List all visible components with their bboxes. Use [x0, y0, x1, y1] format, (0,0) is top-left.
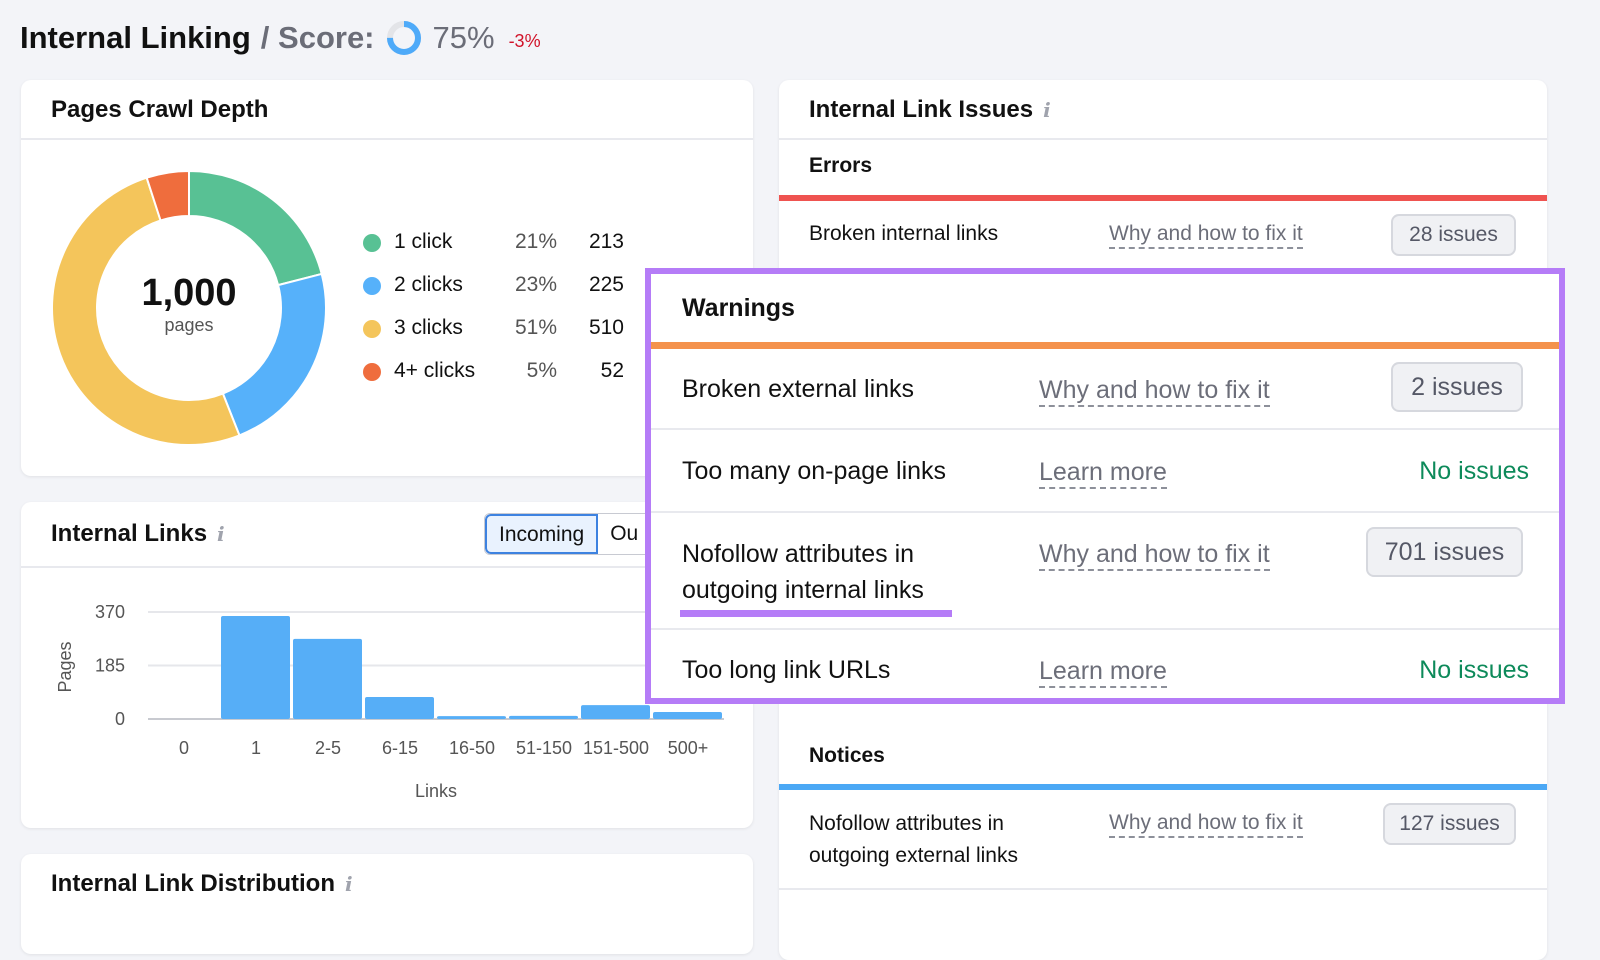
info-icon[interactable]: i: [1043, 98, 1051, 122]
legend-count: 225: [588, 273, 624, 296]
issue-count-badge[interactable]: 28 issues: [1391, 214, 1516, 256]
warnings-heading: Warnings: [682, 294, 795, 322]
crawl-depth-card: Pages Crawl Depth 1,000 pages 1 click 21…: [21, 80, 753, 476]
crawl-depth-donut: [51, 170, 327, 446]
legend-label: 3 clicks: [394, 316, 463, 339]
x-tick-label: 500+: [668, 738, 709, 758]
issue-label: Too long link URLs: [682, 656, 891, 684]
legend-dot-icon: [363, 320, 381, 338]
issue-label: Too many on-page links: [682, 457, 947, 485]
fix-link[interactable]: Why and how to fix it: [1109, 810, 1303, 838]
internal-links-card: Internal Links i Incoming Ou 0 185 370 0 1 2-5…: [21, 502, 753, 828]
x-tick-label: 1: [251, 738, 261, 758]
info-icon[interactable]: i: [345, 872, 353, 896]
fix-link[interactable]: Why and how to fix it: [1109, 221, 1303, 249]
bar-6-15[interactable]: [365, 697, 434, 719]
bar-1[interactable]: [221, 616, 290, 719]
page-header: Internal Linking / Score: 75% -3%: [20, 18, 541, 58]
fix-link[interactable]: Why and how to fix it: [1039, 539, 1270, 571]
bar-16-50[interactable]: [437, 716, 506, 719]
legend-label: 2 clicks: [394, 273, 463, 296]
donut-total-label: pages: [164, 315, 214, 335]
donut-total: 1,000: [141, 272, 237, 314]
card-title: Internal Link Issues: [809, 96, 1034, 123]
card-title: Internal Links: [51, 520, 208, 547]
distribution-card: Internal Link Distribution i: [21, 854, 753, 954]
score-ring-icon: [386, 21, 421, 55]
x-tick-label: 2-5: [315, 738, 341, 758]
learn-more-link[interactable]: Learn more: [1039, 457, 1167, 489]
legend-label: 1 click: [394, 230, 453, 253]
legend-percent: 5%: [526, 359, 557, 382]
legend-percent: 51%: [514, 316, 557, 339]
errors-bar: [779, 195, 1547, 201]
issue-count-badge[interactable]: 127 issues: [1383, 803, 1516, 845]
legend-count: 52: [600, 359, 624, 382]
score-value: 75%: [432, 20, 495, 55]
tab-outgoing[interactable]: Ou: [610, 522, 639, 545]
legend-count: 510: [588, 316, 624, 339]
card-title: Pages Crawl Depth: [51, 96, 269, 123]
donut-segment-3-clicks[interactable]: [51, 176, 241, 446]
warnings-panel: Warnings Broken external links Why and h…: [645, 268, 1565, 704]
issue-label: Nofollow attributes in outgoing internal…: [682, 540, 924, 604]
x-tick-label: 51-150: [516, 738, 572, 758]
legend-dot-icon: [363, 363, 381, 381]
y-tick-label: 0: [115, 709, 125, 729]
highlight-underline: [680, 610, 952, 617]
issue-label: Broken external links: [682, 375, 915, 403]
fix-link[interactable]: Why and how to fix it: [1039, 375, 1270, 407]
warnings-bar: [651, 342, 1559, 349]
score-delta: -3%: [508, 30, 541, 51]
legend-percent: 23%: [514, 273, 557, 296]
bar-500+[interactable]: [653, 712, 722, 719]
legend-percent: 21%: [514, 230, 557, 253]
issue-label: Nofollow attributes in outgoing external…: [809, 812, 1018, 867]
card-title: Internal Link Distribution: [51, 870, 336, 897]
donut-segment-1-click[interactable]: [188, 170, 323, 287]
notices-heading: Notices: [809, 744, 885, 767]
donut-segment-4-clicks[interactable]: [145, 170, 190, 222]
no-issues-status: No issues: [1419, 457, 1529, 485]
info-icon[interactable]: i: [217, 522, 225, 546]
score-label: / Score:: [260, 20, 375, 55]
x-tick-label: 16-50: [449, 738, 495, 758]
no-issues-status: No issues: [1419, 656, 1529, 684]
y-axis-label: Pages: [55, 641, 75, 692]
learn-more-link[interactable]: Learn more: [1039, 656, 1167, 688]
issue-label: Broken internal links: [809, 222, 999, 245]
legend-dot-icon: [363, 277, 381, 295]
page-title: Internal Linking: [20, 20, 251, 55]
legend-label: 4+ clicks: [394, 359, 476, 382]
legend-count: 213: [588, 230, 624, 253]
bar-151-500[interactable]: [581, 705, 650, 719]
bar-51-150[interactable]: [509, 715, 578, 719]
internal-links-chart: 0 185 370 0 1 2-5 6-15 16-50 51-150 151-500 500+ Li…: [55, 602, 724, 801]
issue-count-badge[interactable]: 2 issues: [1391, 362, 1523, 412]
errors-heading: Errors: [809, 154, 873, 177]
notices-bar: [779, 784, 1547, 790]
issue-count-badge[interactable]: 701 issues: [1366, 527, 1523, 577]
legend-dot-icon: [363, 234, 381, 252]
x-tick-label: 151-500: [583, 738, 649, 758]
x-tick-label: 0: [179, 738, 189, 758]
tab-incoming[interactable]: Incoming: [485, 514, 599, 554]
y-tick-label: 370: [95, 602, 125, 622]
y-tick-label: 185: [95, 656, 125, 676]
x-axis-label: Links: [415, 781, 457, 801]
x-tick-label: 6-15: [382, 738, 418, 758]
bar-2-5[interactable]: [293, 638, 362, 719]
